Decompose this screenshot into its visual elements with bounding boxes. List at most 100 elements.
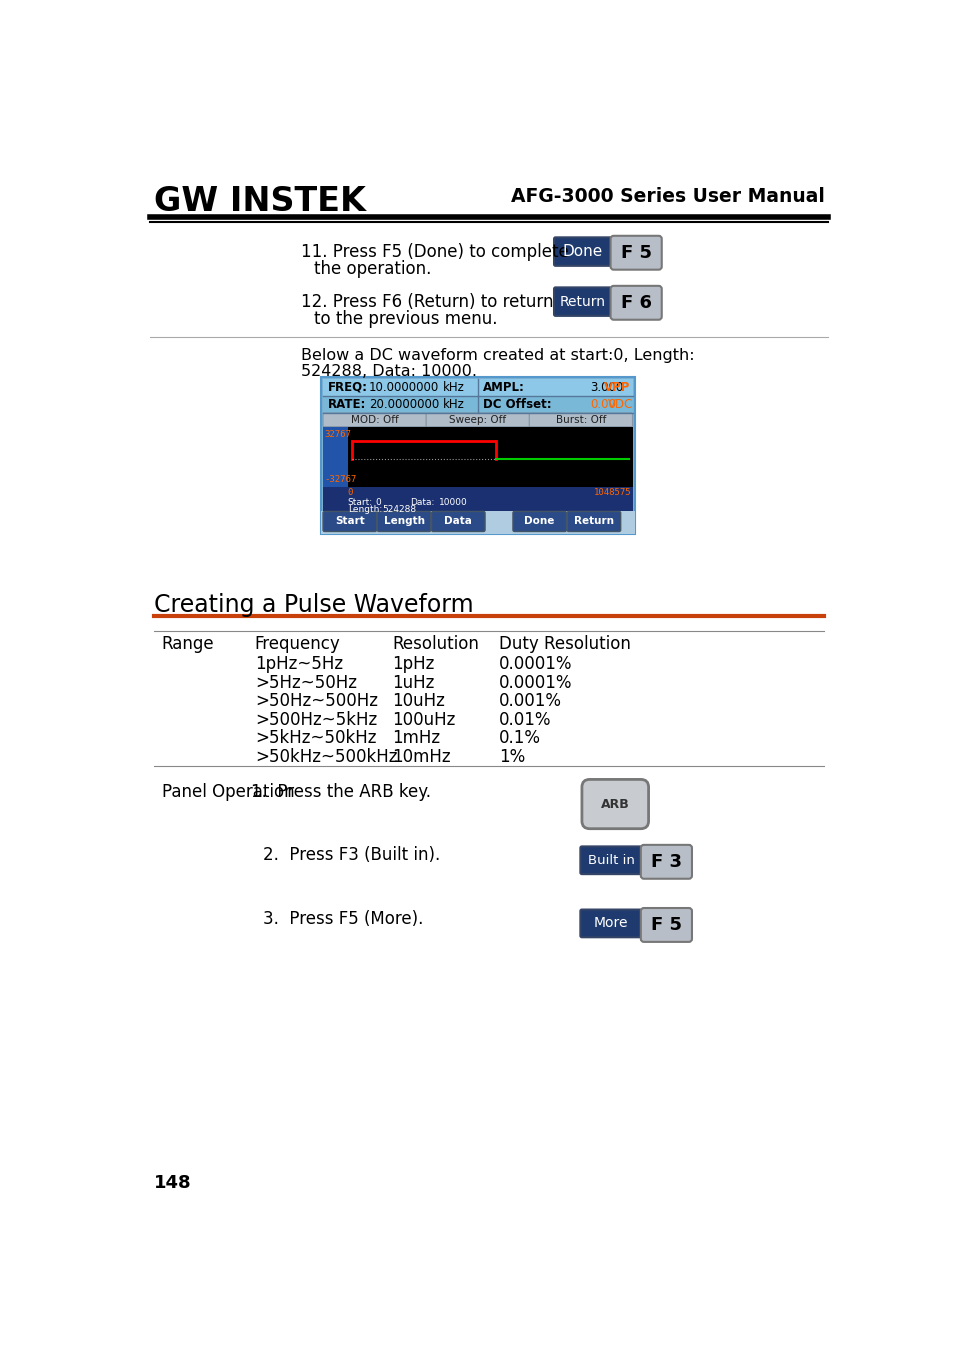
FancyBboxPatch shape: [554, 237, 611, 266]
Text: 20.0000000: 20.0000000: [369, 398, 439, 410]
Text: VPP: VPP: [603, 380, 629, 394]
Text: -32767: -32767: [324, 475, 356, 484]
Text: AMPL:: AMPL:: [482, 380, 524, 394]
FancyBboxPatch shape: [426, 413, 529, 426]
FancyBboxPatch shape: [513, 511, 566, 532]
Text: 100uHz: 100uHz: [392, 711, 455, 728]
Text: Frequency: Frequency: [254, 635, 340, 653]
Text: >50Hz~500Hz: >50Hz~500Hz: [254, 692, 377, 711]
FancyBboxPatch shape: [581, 780, 648, 828]
Text: Duty Resolution: Duty Resolution: [498, 635, 630, 653]
Text: 0: 0: [348, 488, 353, 498]
Text: 10uHz: 10uHz: [392, 692, 444, 711]
Text: F 6: F 6: [620, 294, 651, 312]
Text: VDC: VDC: [607, 398, 632, 410]
Text: 1pHz: 1pHz: [392, 656, 434, 673]
Text: Start:: Start:: [348, 498, 373, 507]
Text: 1mHz: 1mHz: [392, 730, 439, 747]
FancyBboxPatch shape: [431, 511, 484, 532]
Text: Start: Start: [335, 517, 364, 526]
Text: F 5: F 5: [620, 244, 651, 262]
FancyBboxPatch shape: [640, 844, 691, 878]
Text: 1048575: 1048575: [594, 488, 631, 498]
Text: 10mHz: 10mHz: [392, 747, 450, 766]
FancyBboxPatch shape: [323, 379, 633, 397]
Text: kHz: kHz: [443, 380, 465, 394]
Text: Creating a Pulse Waveform: Creating a Pulse Waveform: [154, 594, 474, 616]
FancyBboxPatch shape: [579, 846, 641, 874]
Text: 0.0001%: 0.0001%: [498, 656, 572, 673]
Text: 0.1%: 0.1%: [498, 730, 540, 747]
Text: 11. Press F5 (Done) to complete: 11. Press F5 (Done) to complete: [301, 243, 569, 260]
Text: the operation.: the operation.: [314, 260, 431, 278]
FancyBboxPatch shape: [320, 511, 635, 534]
Text: Data: Data: [444, 517, 472, 526]
Text: Return: Return: [574, 517, 614, 526]
FancyBboxPatch shape: [323, 397, 633, 413]
Text: MOD: Off: MOD: Off: [351, 415, 398, 425]
Text: AFG-3000 Series User Manual: AFG-3000 Series User Manual: [510, 186, 823, 205]
Text: to the previous menu.: to the previous menu.: [314, 310, 497, 329]
Text: >5kHz~50kHz: >5kHz~50kHz: [254, 730, 376, 747]
Text: Return: Return: [559, 294, 605, 309]
Text: 0: 0: [375, 498, 381, 507]
FancyBboxPatch shape: [348, 426, 633, 487]
Text: 0.0001%: 0.0001%: [498, 674, 572, 692]
Text: Data:: Data:: [410, 498, 434, 507]
Text: >500Hz~5kHz: >500Hz~5kHz: [254, 711, 376, 728]
FancyBboxPatch shape: [323, 511, 376, 532]
Text: 148: 148: [154, 1175, 192, 1193]
Text: Panel Operation: Panel Operation: [162, 784, 294, 801]
Text: FREQ:: FREQ:: [328, 380, 367, 394]
Text: 1%: 1%: [498, 747, 525, 766]
FancyBboxPatch shape: [320, 376, 635, 534]
Text: kHz: kHz: [443, 398, 465, 410]
Text: F 3: F 3: [650, 853, 681, 871]
FancyBboxPatch shape: [323, 413, 633, 426]
FancyBboxPatch shape: [640, 908, 691, 942]
FancyBboxPatch shape: [554, 287, 611, 316]
Text: 10000: 10000: [439, 498, 468, 507]
Text: 524288: 524288: [381, 506, 416, 514]
FancyBboxPatch shape: [377, 511, 431, 532]
FancyBboxPatch shape: [323, 413, 426, 426]
Text: RATE:: RATE:: [328, 398, 366, 410]
Text: 524288, Data: 10000.: 524288, Data: 10000.: [301, 364, 476, 379]
Text: Built in: Built in: [587, 854, 634, 867]
Text: >5Hz~50Hz: >5Hz~50Hz: [254, 674, 356, 692]
Text: 2.  Press F3 (Built in).: 2. Press F3 (Built in).: [262, 846, 439, 865]
Text: ARB: ARB: [600, 797, 629, 811]
Text: 32767: 32767: [324, 430, 351, 438]
Text: 1uHz: 1uHz: [392, 674, 434, 692]
Text: Length: Length: [383, 517, 424, 526]
Text: >50kHz~500kHz: >50kHz~500kHz: [254, 747, 397, 766]
Text: More: More: [593, 916, 628, 931]
Text: 3.000: 3.000: [590, 380, 623, 394]
FancyBboxPatch shape: [529, 413, 632, 426]
Text: DC Offset:: DC Offset:: [482, 398, 551, 410]
Text: Below a DC waveform created at start:0, Length:: Below a DC waveform created at start:0, …: [301, 348, 695, 363]
Text: 12. Press F6 (Return) to return: 12. Press F6 (Return) to return: [301, 293, 554, 310]
Text: 1.  Press the ARB key.: 1. Press the ARB key.: [251, 784, 431, 801]
FancyBboxPatch shape: [610, 236, 661, 270]
Text: Sweep: Off: Sweep: Off: [449, 415, 506, 425]
FancyBboxPatch shape: [610, 286, 661, 320]
Text: 3.  Press F5 (More).: 3. Press F5 (More).: [262, 909, 422, 928]
FancyBboxPatch shape: [567, 511, 620, 532]
Text: GW INSTEK: GW INSTEK: [154, 185, 366, 219]
FancyBboxPatch shape: [579, 909, 641, 938]
Text: F 5: F 5: [650, 916, 681, 934]
Text: Resolution: Resolution: [392, 635, 478, 653]
Text: Length:: Length:: [348, 506, 382, 514]
Text: 10.0000000: 10.0000000: [369, 380, 439, 394]
Text: 1pHz~5Hz: 1pHz~5Hz: [254, 656, 343, 673]
FancyBboxPatch shape: [323, 487, 633, 511]
Text: Burst: Off: Burst: Off: [555, 415, 605, 425]
Text: 0.01%: 0.01%: [498, 711, 551, 728]
Text: Done: Done: [524, 517, 555, 526]
FancyBboxPatch shape: [323, 426, 348, 487]
Text: 0.001%: 0.001%: [498, 692, 561, 711]
Text: Done: Done: [562, 244, 602, 259]
Text: Range: Range: [162, 635, 214, 653]
Text: 0.00: 0.00: [590, 398, 616, 410]
